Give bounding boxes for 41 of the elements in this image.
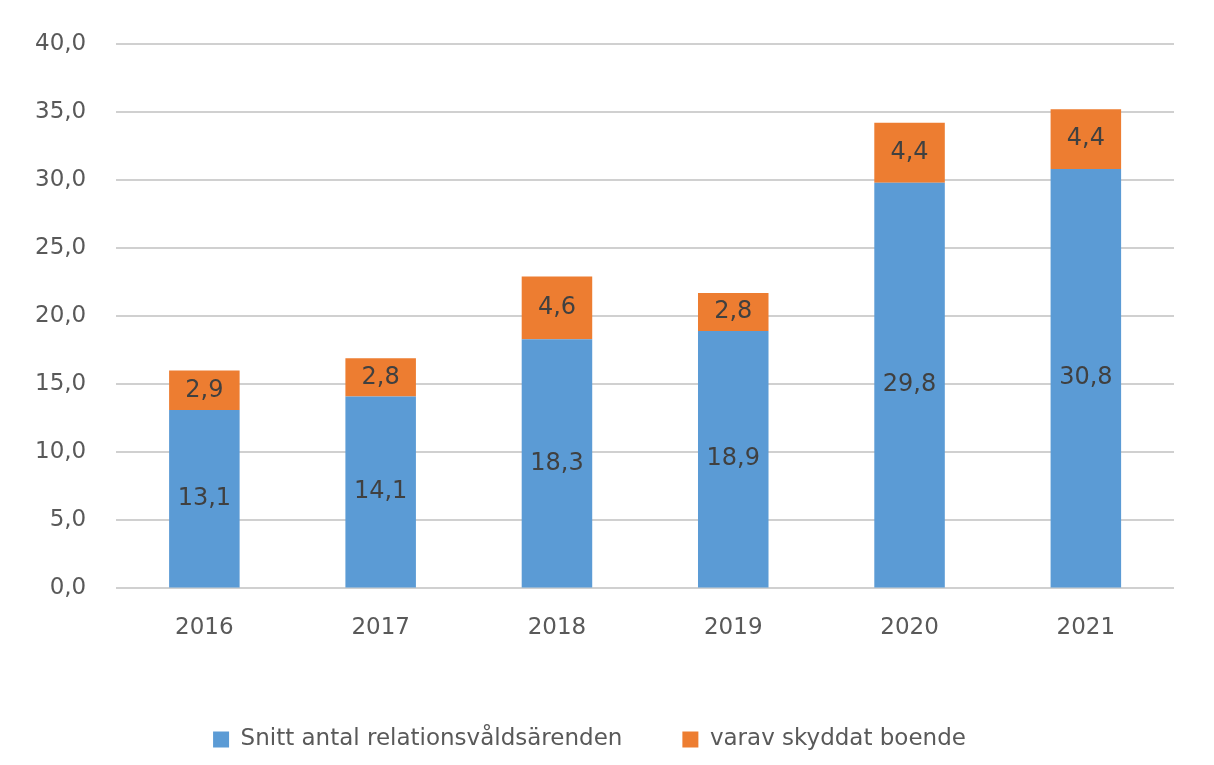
y-tick-label: 0,0 (49, 573, 87, 600)
data-label: 4,4 (890, 136, 929, 165)
data-label: 18,9 (706, 443, 760, 472)
bar (874, 122, 945, 183)
y-tick-label: 30,0 (34, 164, 87, 191)
data-label: 4,4 (1066, 123, 1105, 152)
data-label: 14,1 (353, 476, 408, 505)
y-tick-label: 10,0 (34, 437, 87, 464)
bar (169, 370, 240, 411)
bar (521, 339, 593, 588)
x-tick-label: 2019 (703, 613, 763, 640)
y-tick-label: 15,0 (34, 369, 87, 396)
data-label: 13,1 (177, 482, 232, 511)
data-label: 29,8 (882, 369, 937, 398)
bar (1050, 169, 1122, 588)
x-tick-label: 2016 (175, 613, 234, 640)
x-tick-label: 2018 (527, 613, 587, 640)
bar (345, 358, 416, 397)
bar (345, 396, 416, 588)
y-tick-label: 40,0 (34, 28, 87, 55)
data-label: 2,8 (714, 296, 753, 325)
y-tick-label: 5,0 (49, 505, 87, 532)
data-label: 2,9 (185, 374, 224, 403)
bar (1050, 109, 1122, 170)
y-tick-label: 25,0 (34, 232, 87, 259)
data-label: 2,8 (361, 361, 400, 390)
legend-label: varav skyddat boende (709, 724, 966, 751)
bar (874, 182, 945, 588)
data-label: 18,3 (530, 447, 584, 476)
x-tick-label: 2020 (880, 613, 939, 640)
y-tick-label: 20,0 (34, 301, 87, 328)
x-tick-label: 2021 (1056, 613, 1116, 640)
bar (521, 276, 593, 340)
bar (698, 331, 769, 588)
y-tick-label: 35,0 (34, 96, 87, 123)
legend-label: Snitt antal relationsvåldsärenden (240, 723, 623, 751)
data-label: 4,6 (537, 292, 577, 321)
bar (698, 292, 769, 332)
data-label: 30,8 (1059, 362, 1113, 391)
x-tick-label: 2017 (351, 613, 410, 640)
bar (169, 410, 240, 588)
